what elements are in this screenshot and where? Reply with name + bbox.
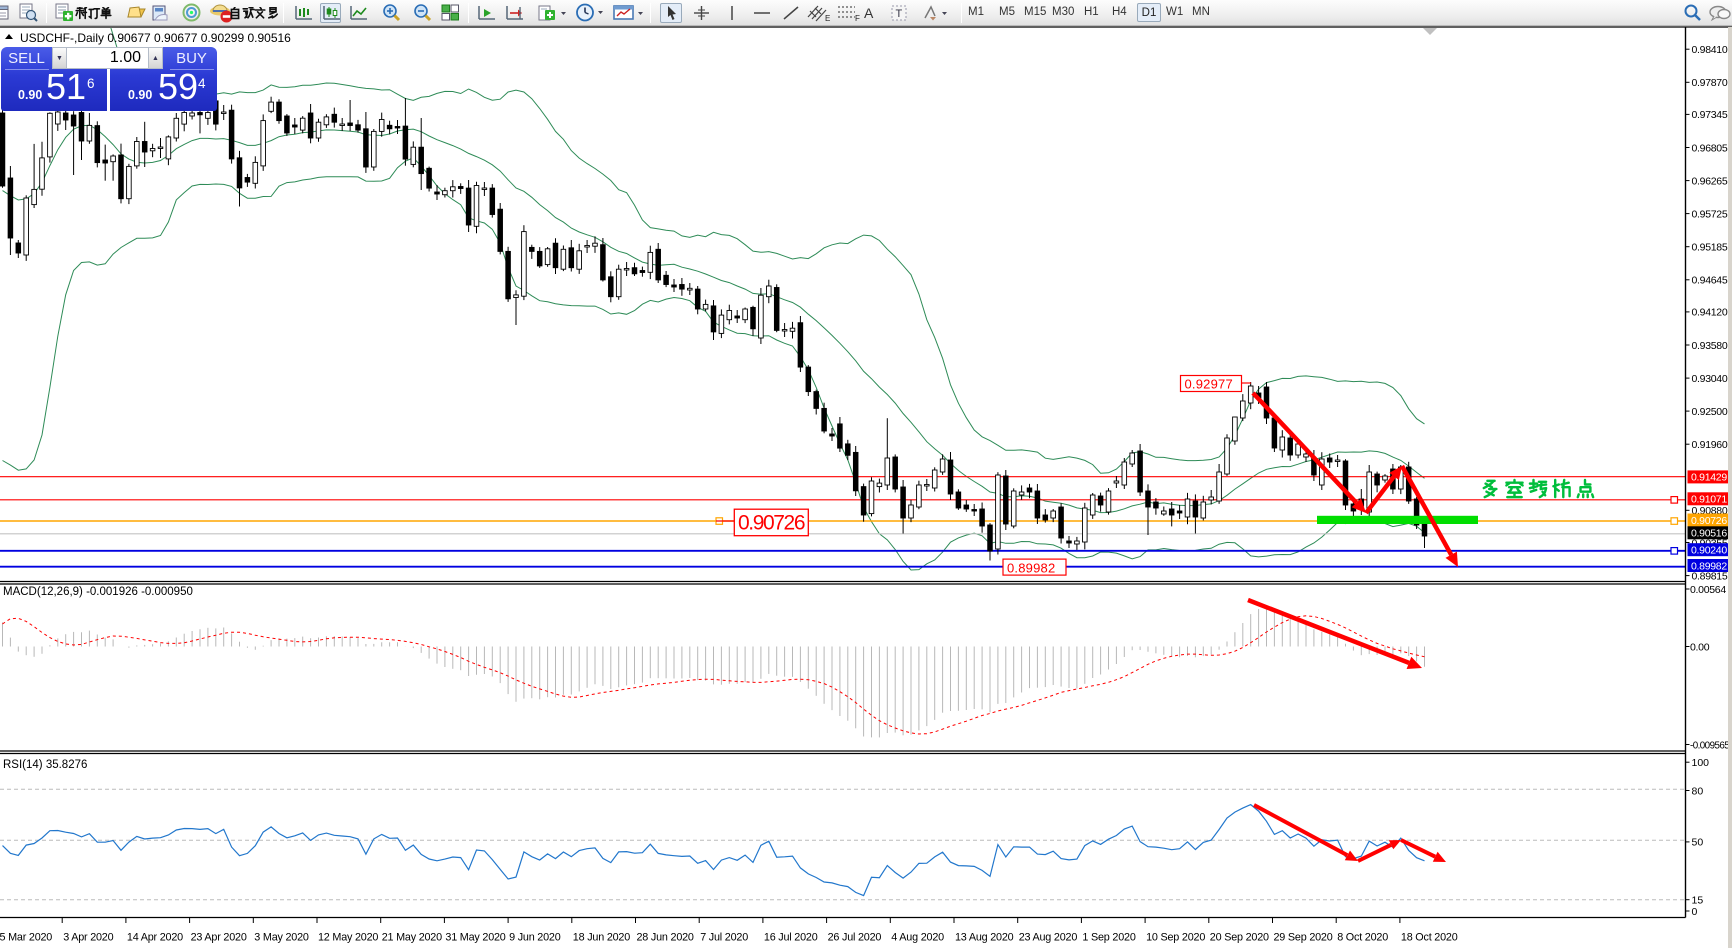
svg-text:29 Sep 2020: 29 Sep 2020 bbox=[1274, 932, 1333, 944]
svg-text:9 Jun 2020: 9 Jun 2020 bbox=[509, 932, 561, 944]
svg-text:0.00: 0.00 bbox=[1690, 641, 1710, 653]
svg-text:23 Apr 2020: 23 Apr 2020 bbox=[191, 932, 247, 944]
svg-text:0.90516: 0.90516 bbox=[1691, 528, 1727, 540]
svg-text:0.92977: 0.92977 bbox=[1185, 377, 1233, 392]
svg-text:E: E bbox=[825, 14, 830, 22]
svg-text:0: 0 bbox=[1692, 906, 1698, 918]
svg-text:0.92500: 0.92500 bbox=[1692, 406, 1728, 418]
svg-text:16 Jul 2020: 16 Jul 2020 bbox=[764, 932, 818, 944]
svg-text:8 Oct 2020: 8 Oct 2020 bbox=[1337, 932, 1388, 944]
svg-text:MACD(12,26,9) -0.001926 -0.000: MACD(12,26,9) -0.001926 -0.000950 bbox=[3, 586, 193, 598]
svg-text:0.96265: 0.96265 bbox=[1692, 175, 1728, 187]
svg-text:18 Jun 2020: 18 Jun 2020 bbox=[573, 932, 630, 944]
svg-text:28 Jun 2020: 28 Jun 2020 bbox=[637, 932, 694, 944]
svg-text:20 Sep 2020: 20 Sep 2020 bbox=[1210, 932, 1269, 944]
svg-text:5 Mar 2020: 5 Mar 2020 bbox=[0, 932, 52, 944]
svg-text:0.94645: 0.94645 bbox=[1692, 275, 1728, 287]
svg-text:0.94120: 0.94120 bbox=[1692, 307, 1728, 319]
svg-text:0.91960: 0.91960 bbox=[1692, 439, 1728, 451]
svg-text:0.91429: 0.91429 bbox=[1691, 472, 1727, 484]
svg-text:RSI(14) 35.8276: RSI(14) 35.8276 bbox=[3, 759, 87, 771]
svg-text:3 Apr 2020: 3 Apr 2020 bbox=[63, 932, 113, 944]
svg-text:0.91071: 0.91071 bbox=[1691, 494, 1727, 506]
svg-text:15: 15 bbox=[1692, 895, 1704, 907]
svg-text:0.93040: 0.93040 bbox=[1692, 373, 1728, 385]
svg-text:4 Aug 2020: 4 Aug 2020 bbox=[891, 932, 944, 944]
svg-text:0.98410: 0.98410 bbox=[1692, 44, 1728, 56]
svg-text:0.90240: 0.90240 bbox=[1691, 545, 1727, 557]
svg-text:21 May 2020: 21 May 2020 bbox=[382, 932, 442, 944]
svg-text:12 May 2020: 12 May 2020 bbox=[318, 932, 378, 944]
svg-text:31 May 2020: 31 May 2020 bbox=[445, 932, 505, 944]
svg-text:USDCHF-,Daily 0.90677 0.90677: USDCHF-,Daily 0.90677 0.90677 0.90299 0.… bbox=[20, 31, 291, 45]
svg-text:7 Jul 2020: 7 Jul 2020 bbox=[700, 932, 748, 944]
svg-text:0.95725: 0.95725 bbox=[1692, 208, 1728, 220]
svg-text:0.97870: 0.97870 bbox=[1692, 77, 1728, 89]
svg-text:0.00564: 0.00564 bbox=[1690, 584, 1726, 596]
svg-text:0.89982: 0.89982 bbox=[1007, 560, 1055, 575]
svg-text:1 Sep 2020: 1 Sep 2020 bbox=[1082, 932, 1135, 944]
svg-text:0.93580: 0.93580 bbox=[1692, 340, 1728, 352]
svg-text:0.90726: 0.90726 bbox=[1691, 515, 1727, 527]
svg-text:3 May 2020: 3 May 2020 bbox=[254, 932, 309, 944]
svg-text:18 Oct 2020: 18 Oct 2020 bbox=[1401, 932, 1458, 944]
svg-text:0.89815: 0.89815 bbox=[1692, 570, 1728, 582]
svg-text:0.95185: 0.95185 bbox=[1692, 242, 1728, 254]
svg-text:26 Jul 2020: 26 Jul 2020 bbox=[828, 932, 882, 944]
svg-text:14 Apr 2020: 14 Apr 2020 bbox=[127, 932, 183, 944]
svg-text:0.89982: 0.89982 bbox=[1691, 560, 1727, 572]
svg-text:100: 100 bbox=[1692, 757, 1710, 769]
svg-text:23 Aug 2020: 23 Aug 2020 bbox=[1019, 932, 1078, 944]
svg-text:10 Sep 2020: 10 Sep 2020 bbox=[1146, 932, 1205, 944]
svg-text:0.90726: 0.90726 bbox=[738, 512, 805, 535]
svg-text:0.96805: 0.96805 bbox=[1692, 142, 1728, 154]
svg-text:13 Aug 2020: 13 Aug 2020 bbox=[955, 932, 1014, 944]
svg-text:0.97345: 0.97345 bbox=[1692, 109, 1728, 121]
svg-text:50: 50 bbox=[1692, 837, 1704, 849]
svg-text:80: 80 bbox=[1692, 785, 1704, 797]
svg-text:T: T bbox=[896, 8, 903, 20]
svg-text:F: F bbox=[855, 14, 860, 22]
svg-text:-0.009565: -0.009565 bbox=[1690, 740, 1730, 751]
